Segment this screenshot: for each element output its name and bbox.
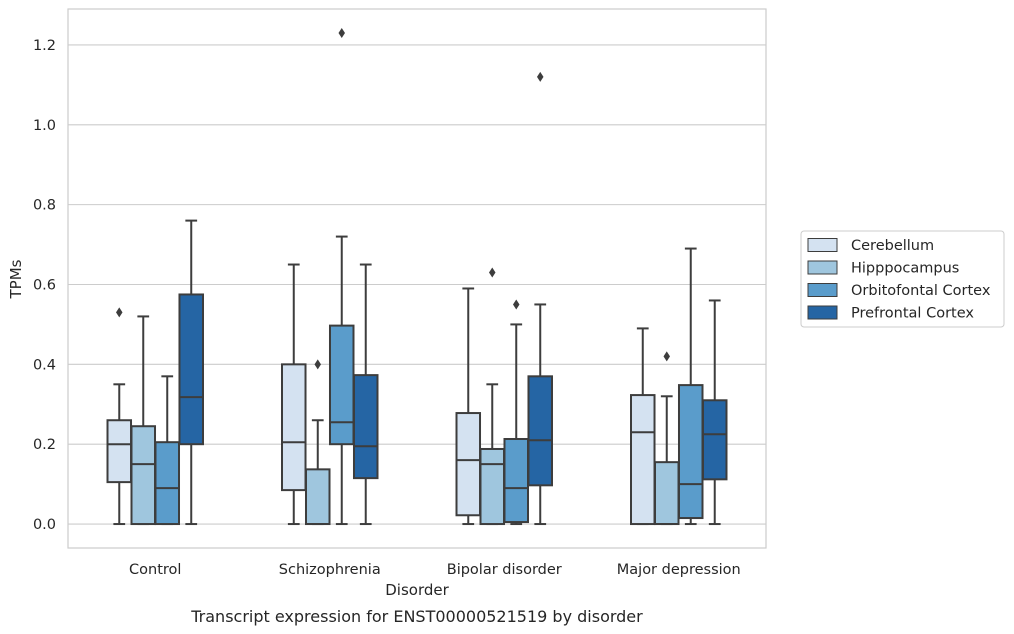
box-iqr: [130, 425, 157, 526]
x-tick-label: Bipolar disorder: [447, 562, 562, 578]
x-tick-label: Major depression: [617, 562, 741, 578]
box-iqr: [154, 441, 181, 526]
box-iqr: [701, 399, 728, 481]
y-tick-label: 0.6: [33, 277, 56, 293]
box-1-3: [352, 263, 379, 526]
box-iqr: [352, 374, 379, 480]
legend-items: Cerebellum Hipppocampus Orbitofontal Corte…: [807, 238, 991, 322]
box-3-2: [677, 247, 704, 526]
box-0-1: [130, 315, 157, 526]
y-tick-label: 0.8: [33, 198, 56, 214]
box-iqr: [630, 394, 656, 526]
outlier-point: [489, 267, 496, 278]
legend-swatch: [807, 238, 838, 252]
box-iqr: [479, 447, 506, 526]
box-0-2: [154, 375, 181, 526]
plot-frame: [67, 8, 767, 549]
x-tick-label: Schizophrenia: [279, 562, 381, 578]
box-iqr: [455, 412, 482, 517]
box-iqr: [178, 293, 204, 446]
box-iqr: [527, 375, 553, 487]
y-tick-labels: 0.0 0.2 0.4 0.6 0.8 1.0 1.2: [33, 38, 56, 533]
legend-label: Orbitofontal Cortex: [851, 283, 991, 299]
x-axis-label: Disorder: [385, 581, 449, 599]
legend: Cerebellum Hipppocampus Orbitofontal Corte…: [800, 230, 1005, 328]
box-3-0: [630, 327, 656, 526]
chart-caption: Transcript expression for ENST0000052151…: [190, 607, 643, 626]
box-1-2: [328, 27, 355, 526]
x-tick-labels: Control Schizophrenia Bipolar disorder Majo…: [129, 562, 741, 578]
box-layer: [106, 27, 728, 526]
outlier-point: [116, 307, 123, 318]
box-2-2: [503, 299, 530, 526]
legend-label: Hipppocampus: [851, 261, 959, 277]
box-3-3: [701, 299, 728, 526]
y-tick-label: 1.0: [33, 118, 56, 134]
box-iqr: [281, 363, 307, 492]
outlier-point: [314, 359, 322, 370]
y-tick-label: 1.2: [33, 38, 56, 54]
box-3-1: [653, 351, 680, 526]
box-1-0: [281, 263, 307, 526]
box-2-3: [527, 71, 553, 526]
box-0-3: [178, 219, 204, 526]
legend-label: Prefrontal Cortex: [851, 306, 974, 322]
box-iqr: [304, 468, 331, 526]
box-1-1: [304, 359, 331, 526]
box-2-1: [479, 267, 506, 526]
outlier-point: [338, 27, 345, 38]
box-iqr: [106, 419, 133, 484]
legend-swatch: [807, 283, 838, 297]
y-tick-label: 0.4: [33, 357, 56, 373]
y-axis-label: TPMs: [7, 259, 25, 299]
y-tick-label: 0.2: [33, 437, 56, 453]
y-tick-label: 0.0: [33, 517, 56, 533]
x-tick-label: Control: [129, 562, 181, 578]
box-2-0: [455, 287, 482, 526]
box-iqr: [503, 438, 530, 524]
box-iqr: [328, 324, 355, 446]
box-0-0: [106, 307, 133, 526]
legend-swatch: [807, 305, 838, 320]
outlier-point: [663, 351, 671, 362]
outlier-point: [512, 299, 520, 310]
legend-frame: [800, 230, 1005, 328]
box-iqr: [677, 384, 704, 520]
box-iqr: [653, 461, 680, 526]
legend-label: Cerebellum: [851, 238, 934, 254]
legend-swatch: [807, 260, 838, 275]
outlier-point: [536, 71, 544, 82]
